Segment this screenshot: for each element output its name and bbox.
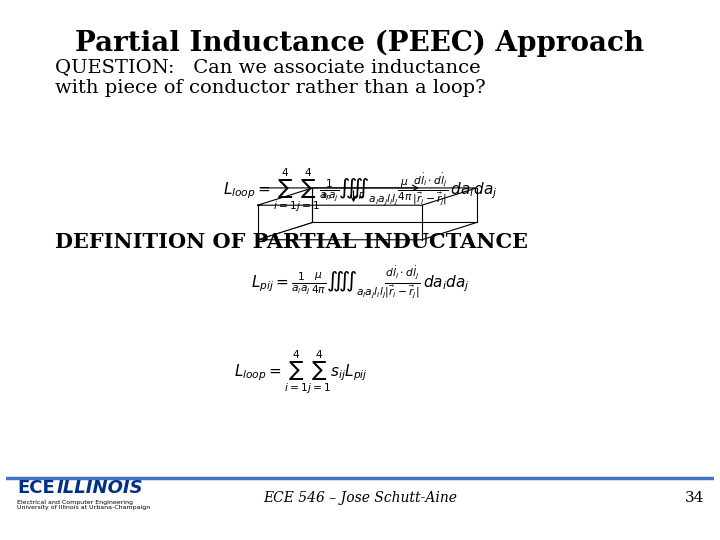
Text: $L_{pij} = \frac{1}{a_i a_j}\frac{\mu}{4\pi}\int\!\!\int\!\!\int\!\!\int_{a_i a_: $L_{pij} = \frac{1}{a_i a_j}\frac{\mu}{4… xyxy=(251,264,469,301)
Text: $L_{loop} = \sum_{i=1}^{4}\sum_{j=1}^{4}\frac{1}{a_i a_j}\int\!\!\int\!\!\int\!\: $L_{loop} = \sum_{i=1}^{4}\sum_{j=1}^{4}… xyxy=(222,166,498,214)
Text: $p$: $p$ xyxy=(359,190,365,200)
Text: QUESTION:   Can we associate inductance
with piece of conductor rather than a lo: QUESTION: Can we associate inductance wi… xyxy=(55,58,485,97)
Text: 34: 34 xyxy=(685,491,704,505)
Text: ILLINOIS: ILLINOIS xyxy=(57,479,143,497)
Text: ECE: ECE xyxy=(17,479,55,497)
Text: Electrical and Computer Engineering
University of Illinois at Urbana-Champaign: Electrical and Computer Engineering Univ… xyxy=(17,500,150,510)
Text: $L_{loop} = \sum_{i=1}^{4}\sum_{j=1}^{4}s_{ij}L_{pij}$: $L_{loop} = \sum_{i=1}^{4}\sum_{j=1}^{4}… xyxy=(234,348,368,396)
Text: DEFINITION OF PARTIAL INDUCTANCE: DEFINITION OF PARTIAL INDUCTANCE xyxy=(55,232,528,252)
Text: $a_0$: $a_0$ xyxy=(321,191,331,202)
Text: ECE 546 – Jose Schutt-Aine: ECE 546 – Jose Schutt-Aine xyxy=(263,491,457,505)
Text: Partial Inductance (PEEC) Approach: Partial Inductance (PEEC) Approach xyxy=(76,30,644,57)
